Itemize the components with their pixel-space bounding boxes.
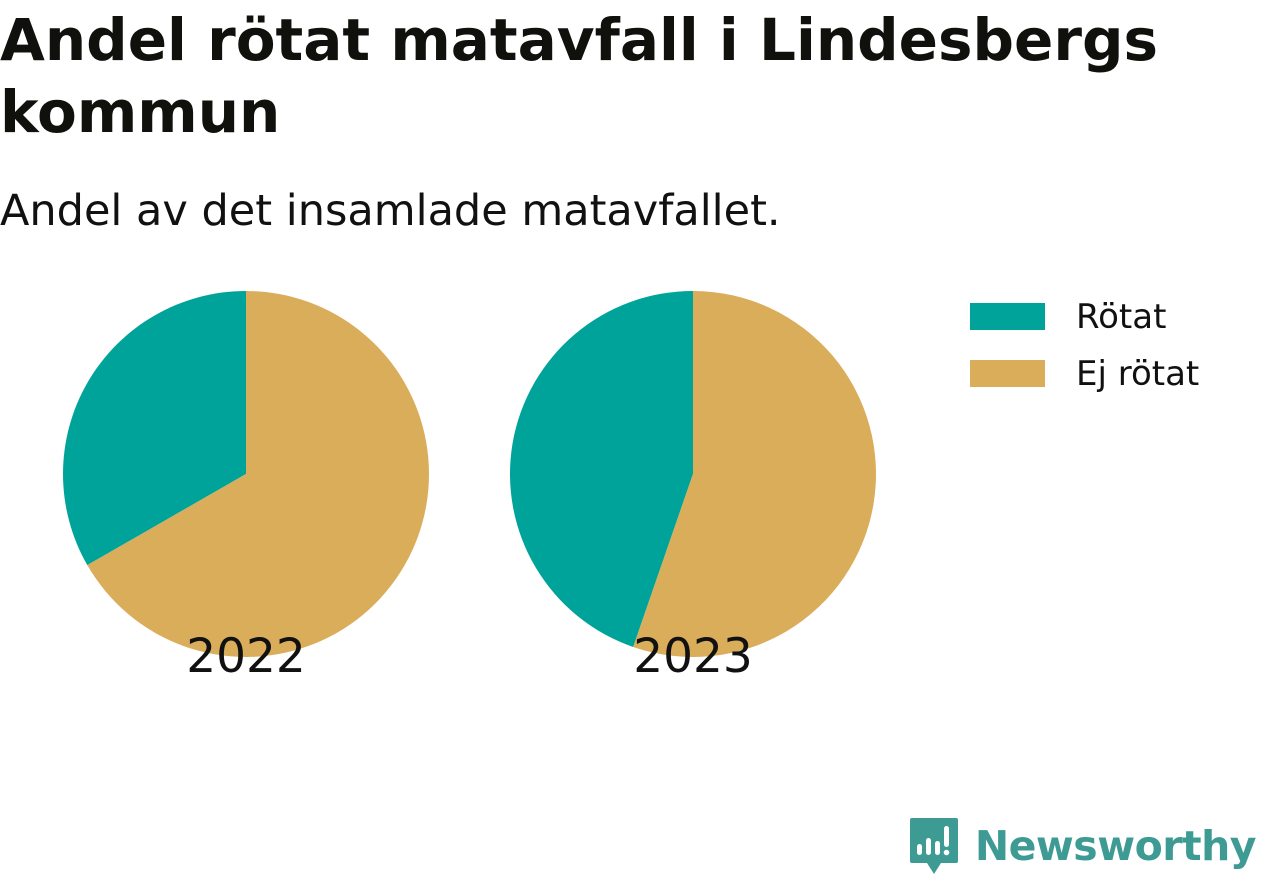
legend-item-rotat: Rötat (970, 288, 1199, 345)
pie-charts: 2022 2023 (63, 291, 876, 684)
legend-label-ej-rotat: Ej rötat (1076, 353, 1200, 394)
pie-slice-2023-rotat (509, 291, 693, 647)
legend-swatch-ej-rotat (970, 360, 1045, 387)
pie-slice-2022-rotat (63, 291, 246, 566)
newsworthy-logo-icon (909, 818, 958, 874)
legend: Rötat Ej rötat (970, 288, 1199, 402)
chart-subtitle: Andel av det insamlade matavfallet. (0, 186, 781, 236)
pie-label-2022: 2022 (186, 629, 306, 684)
pie-slice-2023-ej-rotat (633, 291, 876, 658)
newsworthy-brand: Newsworthy (909, 817, 1257, 875)
legend-item-ej-rotat: Ej rötat (970, 345, 1199, 402)
brand-name: Newsworthy (974, 822, 1257, 870)
legend-swatch-rotat (970, 303, 1045, 330)
pie-label-2023: 2023 (633, 629, 753, 684)
legend-label-rotat: Rötat (1076, 296, 1167, 337)
chart-title: Andel rötat matavfall i Lindesbergs komm… (0, 6, 1158, 146)
pie-slice-2022-ej-rotat (87, 291, 430, 657)
